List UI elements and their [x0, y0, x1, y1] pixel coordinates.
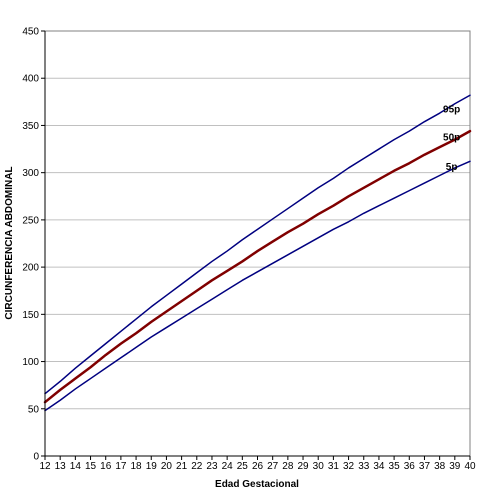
x-tick-label-31: 31 [328, 461, 340, 472]
x-tick-label-40: 40 [464, 461, 476, 472]
x-tick-label-24: 24 [222, 461, 234, 472]
x-tick-label-19: 19 [146, 461, 158, 472]
y-tick-label-400: 400 [22, 74, 39, 85]
x-tick-label-32: 32 [343, 461, 355, 472]
y-tick-label-100: 100 [22, 357, 39, 368]
x-tick-label-28: 28 [282, 461, 294, 472]
x-tick-label-26: 26 [252, 461, 264, 472]
x-tick-label-27: 27 [267, 461, 279, 472]
x-tick-label-39: 39 [449, 461, 461, 472]
x-tick-label-17: 17 [115, 461, 127, 472]
x-tick-label-34: 34 [373, 461, 385, 472]
x-tick-label-22: 22 [191, 461, 203, 472]
x-tick-label-23: 23 [206, 461, 218, 472]
y-tick-label-200: 200 [22, 263, 39, 274]
y-tick-label-300: 300 [22, 168, 39, 179]
series-label-5p: 5p [446, 162, 458, 173]
x-tick-label-12: 12 [39, 461, 51, 472]
series-line-5p [44, 160, 471, 412]
x-tick-label-18: 18 [131, 461, 143, 472]
x-tick-label-16: 16 [100, 461, 112, 472]
y-axis-ticks: 0 50 100 150 200 250 300 350 400 450 [22, 27, 45, 463]
series-labels: 95p 50p 5p [443, 104, 460, 173]
x-tick-label-14: 14 [70, 461, 82, 472]
y-tick-label-150: 150 [22, 310, 39, 321]
x-tick-label-29: 29 [297, 461, 309, 472]
x-tick-label-30: 30 [313, 461, 325, 472]
x-tick-label-36: 36 [404, 461, 416, 472]
series-line-95p [44, 94, 471, 395]
y-tick-label-50: 50 [28, 404, 40, 415]
x-tick-label-15: 15 [85, 461, 97, 472]
x-tick-label-37: 37 [419, 461, 431, 472]
x-axis-title: Edad Gestacional [215, 479, 299, 490]
x-axis-ticks: 12 13 14 15 16 17 18 19 20 21 22 23 24 25 26 27 28 29 30 31… [39, 456, 476, 472]
x-tick-label-38: 38 [434, 461, 446, 472]
y-axis-title: CIRCUNFERENCIA ABDOMINAL [4, 166, 15, 319]
x-tick-label-25: 25 [237, 461, 249, 472]
series-label-50p: 50p [443, 133, 460, 144]
x-tick-label-20: 20 [161, 461, 173, 472]
series-lines [43, 94, 472, 412]
x-tick-label-33: 33 [358, 461, 370, 472]
x-tick-label-35: 35 [389, 461, 401, 472]
y-tick-label-250: 250 [22, 215, 39, 226]
y-tick-label-350: 350 [22, 121, 39, 132]
x-tick-label-13: 13 [55, 461, 67, 472]
y-tick-label-0: 0 [33, 452, 39, 463]
series-line-50p [43, 129, 472, 404]
series-label-95p: 95p [443, 104, 460, 115]
y-tick-label-450: 450 [22, 27, 39, 38]
x-tick-label-21: 21 [176, 461, 188, 472]
